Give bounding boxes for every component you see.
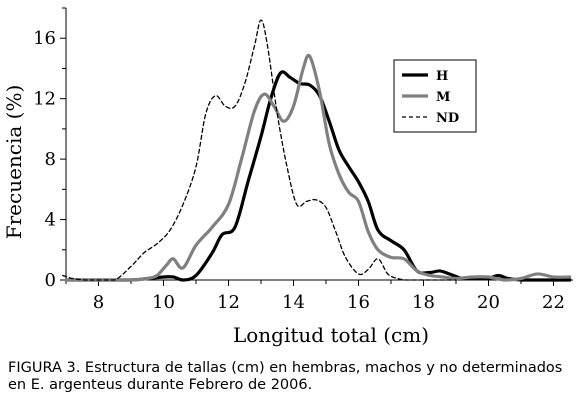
y-tick-label: 12 (33, 89, 56, 110)
legend-label-m: M (436, 90, 450, 105)
legend-label-nd: ND (436, 111, 459, 126)
x-tick-label: 16 (347, 292, 370, 313)
axes (65, 8, 573, 281)
series-line-nd (62, 19, 457, 281)
x-tick-label: 20 (477, 292, 500, 313)
x-tick-label: 22 (542, 292, 565, 313)
x-tick-label: 12 (217, 292, 240, 313)
line-chart: 0 4 8 12 16 8 10 12 14 16 18 20 22 HM ND Longitud tot… (2, 7, 573, 347)
ticks: 0 4 8 12 16 8 10 12 14 16 18 20 22 (33, 7, 565, 313)
figure-caption: FIGURA 3. Estructura de tallas (cm) en h… (8, 360, 563, 393)
x-tick-label: 8 (93, 292, 104, 313)
y-tick-label: 0 (45, 270, 56, 291)
y-tick-label: 4 (45, 210, 56, 231)
x-tick-label: 10 (152, 292, 175, 313)
series-line-m (64, 53, 572, 282)
x-tick-label: 18 (412, 292, 435, 313)
x-tick-label: 14 (282, 292, 305, 313)
y-axis-title: Frecuencia (%) (2, 85, 26, 240)
x-axis-title: Longitud total (cm) (233, 323, 429, 347)
legend: HM ND (393, 59, 477, 133)
y-tick-label: 8 (45, 149, 56, 170)
y-tick-label: 16 (33, 28, 56, 49)
series-layer (62, 19, 572, 282)
legend-label-h: H (436, 69, 448, 84)
series-line-h (64, 70, 572, 282)
